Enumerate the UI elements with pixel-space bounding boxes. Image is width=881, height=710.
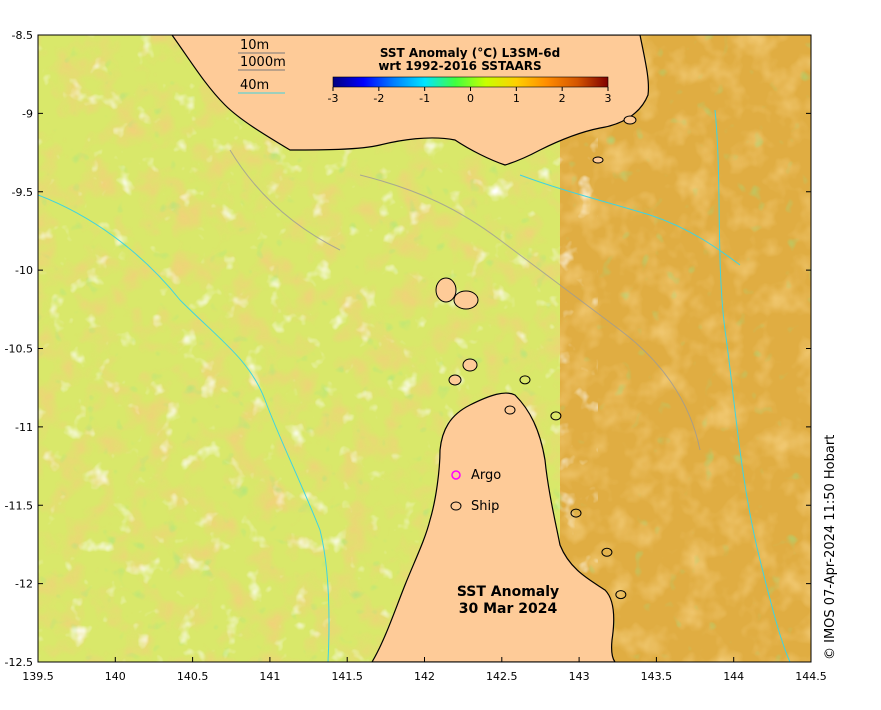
depth-legend-40m: 40m [240,78,269,93]
x-tick-label: 144 [723,670,744,683]
depth-legend: 10m 1000m 40m [238,38,286,94]
colorbar-tick-label: 2 [559,92,566,105]
y-tick-label: -11.5 [5,499,33,512]
x-tick-label: 141.5 [331,670,363,683]
argo-label: Argo [471,468,501,483]
y-axis-ticks: -8.5-9-9.5-10-10.5-11-11.5-12-12.5 [5,29,811,669]
colorbar-tick-label: 3 [605,92,612,105]
y-tick-label: -10.5 [5,343,33,356]
colorbar-tick-label: 1 [513,92,520,105]
colorbar-subtitle: wrt 1992-2016 SSTAARS [378,59,541,73]
x-tick-label: 143.5 [641,670,673,683]
torres-strait-islands [435,115,637,415]
x-tick-label: 141 [259,670,280,683]
x-tick-label: 144.5 [795,670,827,683]
y-tick-label: -11 [15,421,33,434]
ship-marker [601,547,613,557]
colorbar-bar [332,76,609,88]
x-tick-label: 142 [414,670,435,683]
x-tick-label: 140.5 [177,670,209,683]
x-tick-label: 140 [105,670,126,683]
colorbar-tick-label: -2 [373,92,384,105]
ship-marker [570,508,582,518]
credit-label: © IMOS 07-Apr-2024 11:50 Hobart [823,434,838,660]
colorbar-title: SST Anomaly (°C) L3SM-6d [380,46,560,60]
x-tick-label: 143 [569,670,590,683]
date-title-line1: SST Anomaly [457,584,559,600]
colorbar-ticks: -3 -2 -1 0 1 2 3 [328,87,612,105]
ship-marker [615,590,627,600]
depth-legend-1000m: 1000m [240,55,286,70]
plot-area [38,35,811,662]
y-tick-label: -12.5 [5,656,33,669]
colorbar-tick-label: 0 [467,92,474,105]
ship-label: Ship [471,499,499,514]
colorbar-tick-label: -1 [419,92,430,105]
x-axis-ticks: 139.5 140 140.5 141 141.5 142 142.5 143 143.5 144… [22,657,827,683]
date-title-line2: 30 Mar 2024 [459,601,558,617]
y-tick-label: -12 [15,578,33,591]
x-tick-label: 139.5 [22,670,54,683]
colorbar-tick-label: -3 [328,92,339,105]
argo-symbol [451,470,461,480]
y-tick-label: -9 [22,107,33,120]
ship-symbol [450,501,462,511]
y-tick-label: -10 [15,264,33,277]
symbol-legend: Argo Ship [450,468,501,514]
ship-markers [519,375,627,600]
x-tick-label: 142.5 [486,670,518,683]
depth-legend-10m: 10m [240,38,269,53]
isobath-lines [38,109,791,662]
ship-marker [550,411,562,421]
depth-contours [229,149,701,451]
ship-marker [519,375,531,385]
y-tick-label: -8.5 [12,29,33,42]
cape-york-land [371,392,616,662]
colorbar: SST Anomaly (°C) L3SM-6d wrt 1992-2016 S… [328,46,612,105]
y-tick-label: -9.5 [12,186,33,199]
